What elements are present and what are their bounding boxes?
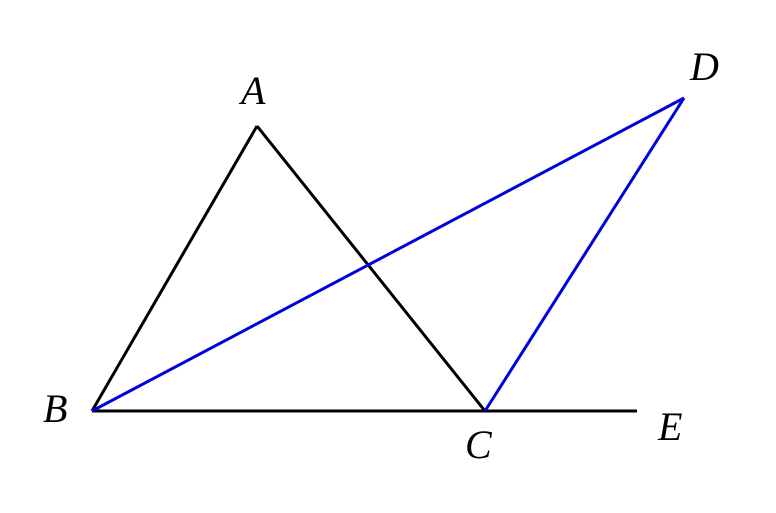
point-label: B: [43, 386, 67, 431]
segment-cd: [483, 97, 686, 412]
point-label: C: [465, 422, 493, 467]
point-label: D: [689, 44, 719, 89]
point-label: E: [657, 404, 682, 449]
point-label: A: [238, 68, 266, 113]
segment-ac: [255, 125, 487, 412]
segment-ab: [90, 125, 259, 412]
segment-bd: [91, 96, 685, 413]
